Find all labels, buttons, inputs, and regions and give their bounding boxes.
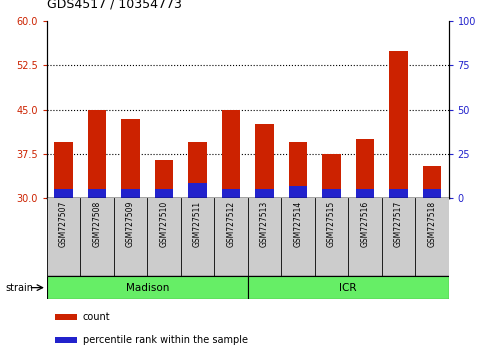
Bar <box>248 276 449 299</box>
Text: GSM727509: GSM727509 <box>126 201 135 247</box>
Bar <box>188 142 207 183</box>
Bar <box>47 276 248 299</box>
Text: GSM727515: GSM727515 <box>327 201 336 247</box>
Bar <box>222 110 240 189</box>
Bar <box>255 189 274 198</box>
Text: percentile rank within the sample: percentile rank within the sample <box>83 335 248 345</box>
Bar <box>289 187 307 198</box>
Bar <box>423 189 441 198</box>
Text: GSM727517: GSM727517 <box>394 201 403 247</box>
Bar <box>322 189 341 198</box>
Text: GSM727510: GSM727510 <box>160 201 169 247</box>
Bar <box>55 314 76 320</box>
Bar <box>389 189 408 198</box>
Text: strain: strain <box>5 282 33 293</box>
Text: GSM727516: GSM727516 <box>360 201 369 247</box>
Bar <box>289 142 307 187</box>
Text: GSM727513: GSM727513 <box>260 201 269 247</box>
Bar <box>255 125 274 189</box>
Bar <box>356 189 374 198</box>
Text: count: count <box>83 312 110 322</box>
Bar <box>389 51 408 189</box>
Text: ICR: ICR <box>340 282 357 293</box>
Bar <box>88 189 106 198</box>
Text: GDS4517 / 10354773: GDS4517 / 10354773 <box>47 0 182 11</box>
Bar <box>54 189 73 198</box>
Bar <box>55 337 76 343</box>
Bar <box>322 154 341 189</box>
Bar <box>121 189 140 198</box>
Text: GSM727507: GSM727507 <box>59 201 68 247</box>
Bar <box>88 110 106 189</box>
Bar <box>188 183 207 198</box>
Bar <box>121 119 140 189</box>
Text: GSM727518: GSM727518 <box>427 201 436 247</box>
Bar <box>356 139 374 189</box>
Bar <box>155 189 173 198</box>
Text: GSM727508: GSM727508 <box>93 201 102 247</box>
Text: GSM727512: GSM727512 <box>226 201 236 247</box>
Text: GSM727514: GSM727514 <box>293 201 303 247</box>
Bar <box>155 160 173 189</box>
Bar <box>423 166 441 189</box>
Text: Madison: Madison <box>126 282 169 293</box>
Bar <box>222 189 240 198</box>
Bar <box>54 142 73 189</box>
Text: GSM727511: GSM727511 <box>193 201 202 247</box>
